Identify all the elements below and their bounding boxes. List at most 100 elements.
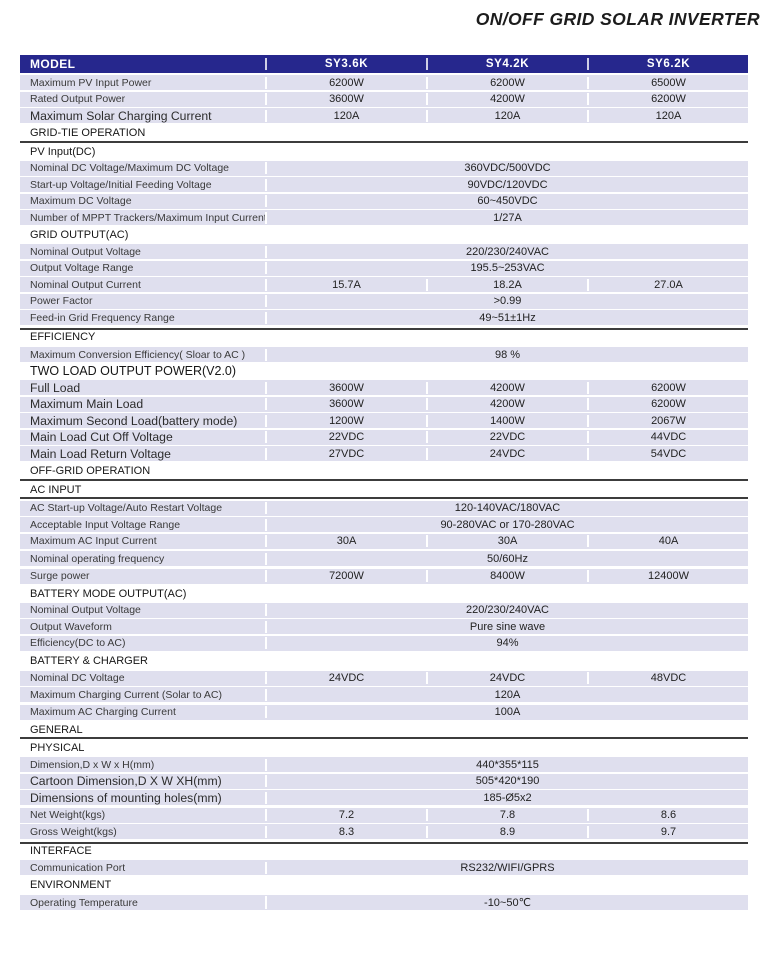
section-title: TWO LOAD OUTPUT POWER(V2.0)	[30, 364, 237, 378]
row-label: Power Factor	[30, 295, 93, 307]
row-label: Net Weight(kgs)	[30, 809, 106, 821]
row-value: 44VDC	[587, 431, 748, 443]
row-value: 7.2	[265, 809, 426, 821]
spec-row: Output Waveform Pure sine wave	[20, 619, 748, 634]
row-value: 27.0A	[587, 278, 748, 291]
model-column-header: SY6.2K	[587, 58, 748, 70]
row-value-span: 90-280VAC or 170-280VAC	[265, 518, 748, 531]
row-value: 22VDC	[426, 431, 587, 443]
row-label: AC Start-up Voltage/Auto Restart Voltage	[30, 502, 223, 514]
row-value-span: 90VDC/120VDC	[265, 178, 748, 191]
row-value: 48VDC	[587, 672, 748, 684]
row-label: Feed-in Grid Frequency Range	[30, 311, 175, 324]
section-title: BATTERY MODE OUTPUT(AC)	[30, 587, 187, 600]
row-label: Cartoon Dimension,D X W XH(mm)	[30, 774, 222, 788]
section-title: ENVIRONMENT	[30, 879, 112, 891]
section-title-row: OFF-GRID OPERATION	[20, 463, 748, 481]
row-value: 8.3	[265, 825, 426, 838]
row-value: 6200W	[265, 76, 426, 89]
section-title-row: ENVIRONMENT	[20, 877, 748, 893]
section-title-row: TWO LOAD OUTPUT POWER(V2.0)	[20, 363, 748, 379]
row-label: Dimensions of mounting holes(mm)	[30, 790, 222, 805]
section-title-row: GRID-TIE OPERATION	[20, 125, 748, 143]
spec-row: Nominal DC Voltage/Maximum DC Voltage 360…	[20, 160, 748, 176]
row-value: 7.8	[426, 809, 587, 821]
spec-row: Power Factor >0.99	[20, 293, 748, 309]
spec-row: Maximum Second Load(battery mode) 1200W 14…	[20, 413, 748, 428]
row-label: Maximum AC Input Current	[30, 535, 157, 547]
section-title-row: INTERFACE	[20, 841, 748, 859]
row-label: Maximum Charging Current (Solar to AC)	[30, 688, 222, 701]
row-value: 30A	[265, 535, 426, 547]
spec-table: MODEL SY3.6K SY4.2K SY6.2K Maximum PV Input …	[20, 55, 748, 912]
row-value: 6500W	[587, 76, 748, 89]
row-value: 3600W	[265, 398, 426, 410]
section-title: BATTERY & CHARGER	[30, 654, 148, 667]
spec-row: Feed-in Grid Frequency Range 49~51±1Hz	[20, 310, 748, 325]
section-title-row: EFFICIENCY	[20, 327, 748, 345]
row-value-span: >0.99	[265, 295, 748, 307]
row-value: 22VDC	[265, 431, 426, 443]
row-label: Full Load	[30, 380, 81, 395]
spec-row: Gross Weight(kgs) 8.3 8.9 9.7	[20, 824, 748, 839]
row-value: 12400W	[587, 570, 748, 582]
spec-row: Maximum Charging Current (Solar to AC) 12…	[20, 687, 748, 702]
row-value-span: 360VDC/500VDC	[265, 162, 748, 174]
spec-row: Maximum Solar Charging Current 120A 120A 12…	[20, 108, 748, 123]
row-value-span: 100A	[265, 706, 748, 718]
row-value: 6200W	[587, 381, 748, 394]
row-label: Nominal Output Voltage	[30, 245, 141, 258]
row-value: 6200W	[587, 93, 748, 105]
row-label: Number of MPPT Trackers/Maximum Input Cu…	[30, 211, 265, 224]
row-value-span: 120A	[265, 688, 748, 701]
row-label: Output Waveform	[30, 620, 112, 633]
spec-row: Nominal Output Current 15.7A 18.2A 27.0A	[20, 277, 748, 292]
spec-row: Maximum Main Load 3600W 4200W 6200W	[20, 396, 748, 412]
row-value: 54VDC	[587, 447, 748, 460]
model-column-header: SY4.2K	[426, 58, 587, 70]
row-value-span: -10~50℃	[265, 896, 748, 909]
row-value: 27VDC	[265, 447, 426, 460]
section-title-row: AC INPUT	[20, 482, 748, 499]
row-label: Nominal DC Voltage	[30, 672, 125, 684]
spec-row: Rated Output Power 3600W 4200W 6200W	[20, 91, 748, 107]
row-label: Maximum PV Input Power	[30, 76, 152, 89]
row-value: 15.7A	[265, 278, 426, 291]
row-label: Start-up Voltage/Initial Feeding Voltage	[30, 178, 212, 191]
spec-row: Main Load Return Voltage 27VDC 24VDC 54VDC	[20, 446, 748, 461]
row-value: 1200W	[265, 414, 426, 427]
section-title-row: PV Input(DC)	[20, 144, 748, 159]
row-value-span: 1/27A	[265, 211, 748, 224]
row-label: Surge power	[30, 570, 90, 582]
row-value: 6200W	[426, 76, 587, 89]
section-title-row: PHYSICAL	[20, 740, 748, 756]
section-title: AC INPUT	[30, 483, 82, 496]
row-value: 120A	[587, 109, 748, 122]
row-value: 120A	[426, 109, 587, 122]
spec-row: Full Load 3600W 4200W 6200W	[20, 380, 748, 395]
row-label: Maximum Main Load	[30, 397, 144, 411]
row-label: Communication Port	[30, 861, 126, 874]
row-value-span: 505*420*190	[265, 775, 748, 787]
section-title: PHYSICAL	[30, 742, 85, 754]
row-label: Dimension,D x W x H(mm)	[30, 758, 155, 771]
row-label: MODEL	[30, 57, 76, 71]
row-value-span: 220/230/240VAC	[265, 604, 748, 616]
spec-row: Maximum PV Input Power 6200W 6200W 6500W	[20, 75, 748, 90]
row-value-span: 50/60Hz	[265, 552, 748, 565]
row-value: 7200W	[265, 570, 426, 582]
row-value-span: 120-140VAC/180VAC	[265, 502, 748, 514]
row-value: 4200W	[426, 93, 587, 105]
row-value: 24VDC	[426, 672, 587, 684]
spec-row: Nominal DC Voltage 24VDC 24VDC 48VDC	[20, 670, 748, 686]
row-value: 4200W	[426, 398, 587, 410]
row-label: Maximum Solar Charging Current	[30, 108, 212, 123]
row-value: 24VDC	[426, 447, 587, 460]
row-label: Maximum DC Voltage	[30, 195, 132, 207]
section-title: INTERFACE	[30, 845, 92, 857]
model-column-header: SY3.6K	[265, 58, 426, 70]
row-label: Nominal operating frequency	[30, 552, 165, 565]
row-value: 8.9	[426, 825, 587, 838]
row-label: Nominal DC Voltage/Maximum DC Voltage	[30, 162, 229, 174]
row-value: 4200W	[426, 381, 587, 394]
